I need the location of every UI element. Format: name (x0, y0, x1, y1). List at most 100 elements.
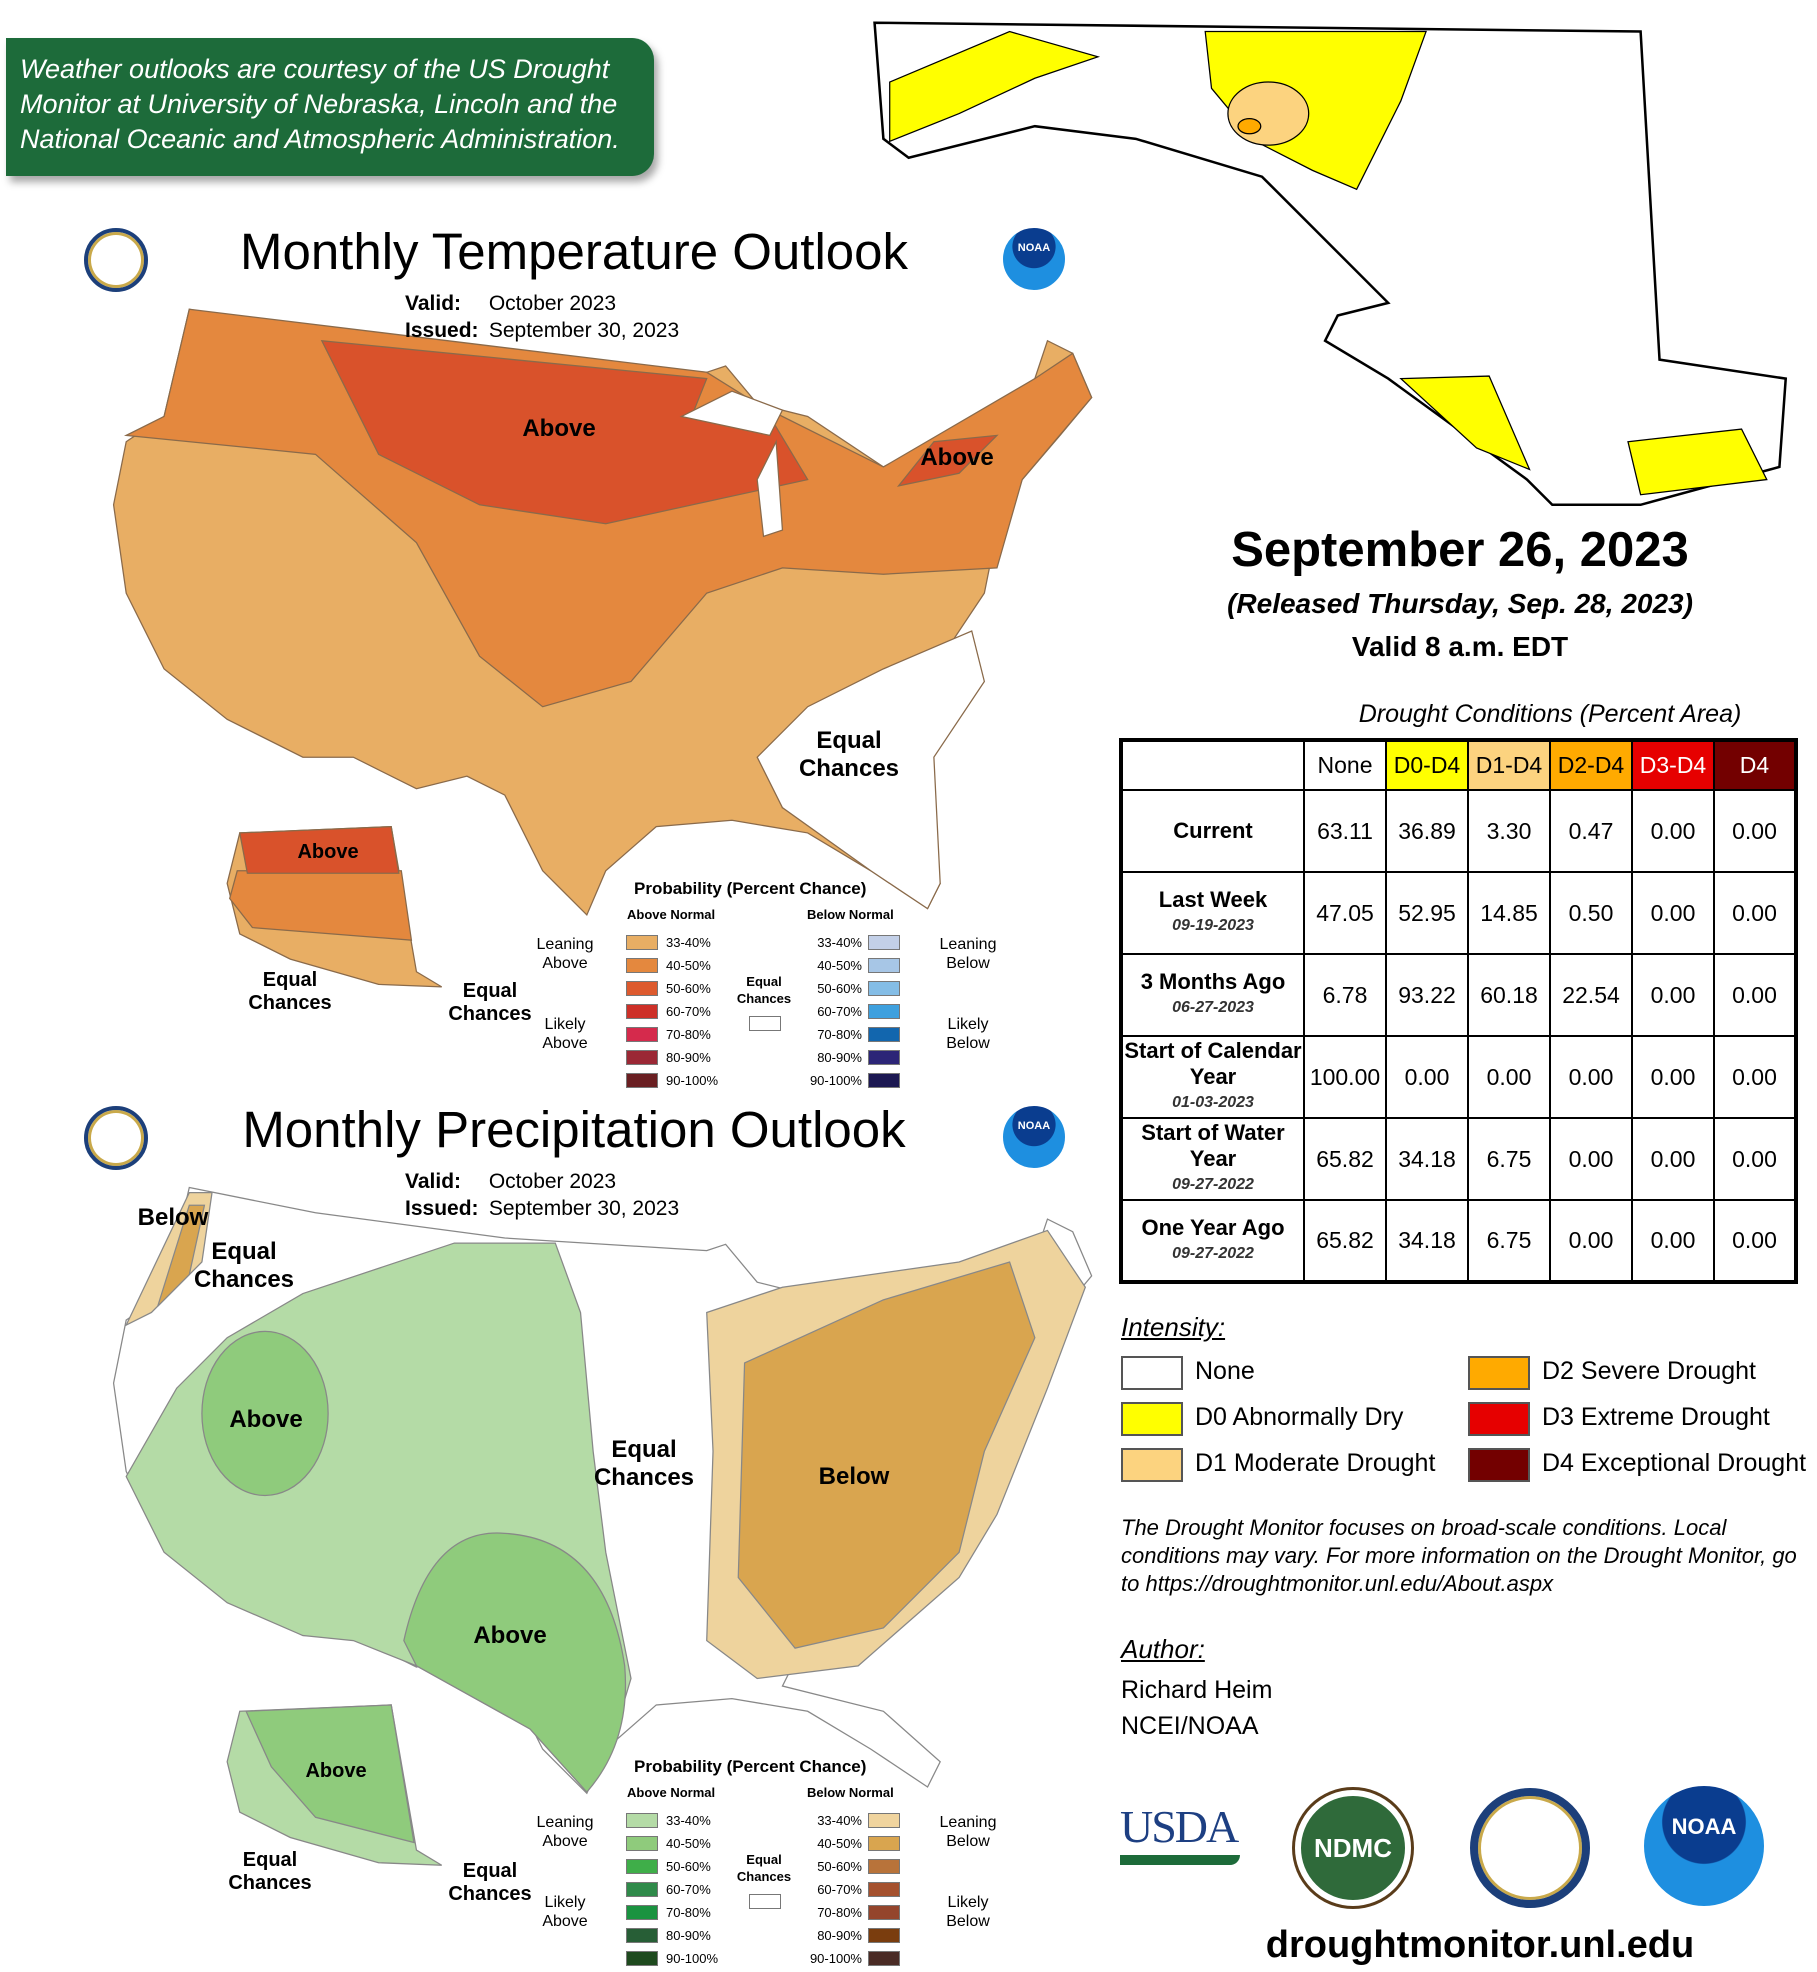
precip-label: Equal Chances (448, 1860, 532, 1905)
intensity-label: None (1195, 1357, 1255, 1385)
table-row: Current 63.11 36.89 3.30 0.47 0.00 0.00 (1120, 789, 1797, 873)
author-org: NCEI/NOAA (1121, 1712, 1259, 1740)
table-cell: 65.82 (1303, 1117, 1387, 1201)
row-label: Start of Water Year 09-27-2022 (1120, 1117, 1305, 1201)
legend-above-range: 80-90% (666, 1928, 711, 1943)
legend-below-range: 40-50% (817, 1836, 862, 1851)
table-cell: 0.00 (1713, 1117, 1797, 1201)
row-date: 09-27-2022 (1172, 1176, 1254, 1193)
table-row: 3 Months Ago 06-27-2023 6.78 93.22 60.18 22.5… (1120, 953, 1797, 1037)
temp-label: Equal Chances (448, 980, 532, 1025)
column-header: D0-D4 (1385, 739, 1469, 791)
table-cell: 100.00 (1303, 1035, 1387, 1119)
precip-nw-above (201, 1330, 329, 1497)
table-cell: 0.00 (1713, 953, 1797, 1037)
legend-below-swatch (868, 1027, 900, 1042)
legend-below-header: Below Normal (807, 907, 894, 922)
temp-label: Above (920, 444, 994, 471)
precip-south-above (403, 1532, 627, 1793)
table-cell: 0.47 (1549, 789, 1633, 873)
intensity-swatch (1468, 1448, 1530, 1482)
commerce-seal-icon (84, 1106, 148, 1170)
table-cell: 6.75 (1467, 1199, 1551, 1283)
precipitation-valid: Valid: October 2023 (405, 1170, 617, 1193)
table-cell: 47.05 (1303, 871, 1387, 955)
legend-above-swatch (626, 1813, 658, 1828)
legend-above-range: 90-100% (666, 1951, 719, 1966)
drought-monitor-url[interactable]: droughtmonitor.unl.edu (1265, 1924, 1695, 1966)
intensity-label: D4 Exceptional Drought (1542, 1449, 1807, 1477)
maryland-d0-southeast (1627, 428, 1768, 496)
precipitation-issued: Issued: September 30, 2023 (405, 1197, 680, 1220)
table-cell: 0.00 (1631, 1117, 1715, 1201)
table-cell: 0.00 (1713, 1035, 1797, 1119)
intensity-title: Intensity: (1121, 1312, 1226, 1342)
intensity-swatch (1468, 1402, 1530, 1436)
legend-above-swatch (626, 1905, 658, 1920)
legend-above-range: 70-80% (666, 1905, 711, 1920)
table-row: Start of Calendar Year 01-03-2023 100.00 0.… (1120, 1035, 1797, 1119)
table-cell: 0.00 (1631, 953, 1715, 1037)
legend-equal-swatch (749, 1894, 781, 1909)
legend-likely-below: Likely Below (946, 1016, 990, 1052)
precip-nw-below (157, 1204, 206, 1307)
legend-below-range: 60-70% (817, 1882, 862, 1897)
row-label: One Year Ago 09-27-2022 (1120, 1199, 1305, 1283)
legend-equal-chances: Equal Chances (736, 974, 792, 1006)
legend-leaning-below: Leaning Below (939, 1814, 997, 1850)
table-cell: 65.82 (1303, 1199, 1387, 1283)
table-cell: 60.18 (1467, 953, 1551, 1037)
temperature-issued: Issued: September 30, 2023 (405, 319, 680, 342)
legend-above-range: 33-40% (666, 1813, 711, 1828)
legend-likely-below: Likely Below (946, 1894, 990, 1930)
table-cell: 63.11 (1303, 789, 1387, 873)
maryland-d2-area (1237, 117, 1262, 135)
intensity-label: D1 Moderate Drought (1195, 1449, 1436, 1477)
legend-above-swatch (626, 1859, 658, 1874)
legend-below-range: 80-90% (817, 1050, 862, 1065)
ndmc-logo: NDMC (1295, 1790, 1411, 1906)
row-label: Current (1120, 789, 1305, 873)
precip-label: Above (473, 1622, 547, 1649)
table-caption: Drought Conditions (Percent Area) (1358, 700, 1742, 728)
legend-above-swatch (626, 1928, 658, 1943)
legend-below-range: 70-80% (817, 1905, 862, 1920)
precip-east-below (737, 1261, 1036, 1649)
legend-below-range: 60-70% (817, 1004, 862, 1019)
table-cell: 34.18 (1385, 1117, 1469, 1201)
temp-great-lakes (679, 390, 784, 538)
legend-equal-swatch (749, 1016, 781, 1031)
maryland-d0-west (889, 30, 1101, 143)
legend-above-swatch (626, 958, 658, 973)
legend-title: Probability (Percent Chance) (634, 879, 867, 898)
legend-below-swatch (868, 1859, 900, 1874)
table-cell: 0.00 (1631, 1199, 1715, 1283)
temp-alaska-likely (239, 825, 400, 874)
legend-below-swatch (868, 981, 900, 996)
legend-leaning-above: Leaning Above (536, 1814, 594, 1850)
column-header: None (1303, 739, 1387, 791)
intensity-label: D2 Severe Drought (1542, 1357, 1757, 1385)
author-name: Richard Heim (1121, 1676, 1273, 1704)
legend-below-range: 80-90% (817, 1928, 862, 1943)
temp-label: Equal Chances (248, 969, 332, 1014)
precip-label: Above (305, 1760, 367, 1782)
commerce-seal-icon (84, 228, 148, 292)
table-cell: 0.00 (1713, 871, 1797, 955)
temp-southeast-equal-area (756, 630, 986, 910)
legend-above-swatch (626, 1836, 658, 1851)
temp-us-likely-above-area (320, 340, 809, 525)
table-row: One Year Ago 09-27-2022 65.82 34.18 6.75 0.00… (1120, 1199, 1797, 1283)
intensity-swatch (1468, 1356, 1530, 1390)
legend-below-range: 33-40% (817, 935, 862, 950)
legend-above-swatch (626, 1004, 658, 1019)
legend-above-header: Above Normal (627, 907, 716, 922)
table-cell: 0.00 (1549, 1117, 1633, 1201)
column-header: D4 (1713, 739, 1797, 791)
legend-above-swatch (626, 1882, 658, 1897)
legend-above-range: 60-70% (666, 1004, 711, 1019)
intensity-label: D0 Abnormally Dry (1195, 1403, 1404, 1431)
table-cell: 14.85 (1467, 871, 1551, 955)
legend-below-swatch (868, 1050, 900, 1065)
